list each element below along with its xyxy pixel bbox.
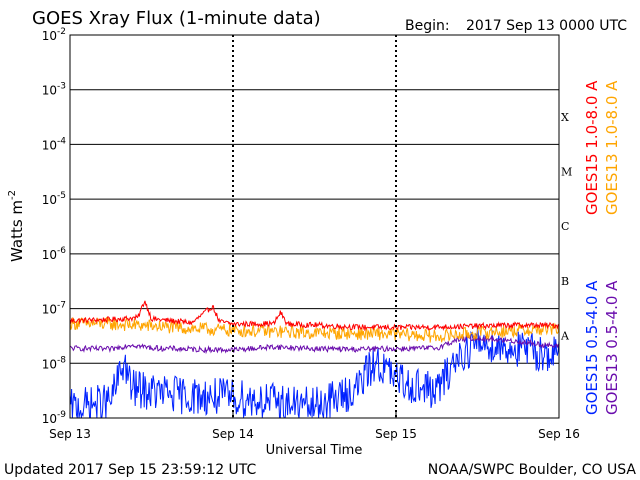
x-tick-label: Sep 13: [49, 427, 91, 441]
legend-entry: GOES15 1.0-8.0 A: [583, 80, 601, 215]
series-line-goes13-0-5-4-0-a: [70, 334, 560, 355]
legend-label: GOES15 0.5-4.0 A: [583, 280, 601, 415]
x-tick-label: Sep 14: [212, 427, 254, 441]
series-line-goes15-1-0-8-0-a: [69, 300, 560, 332]
y-tick-label: 10-7: [42, 301, 66, 317]
y-tick-label: 10-5: [42, 191, 66, 207]
flare-class-labels: A B C M X: [560, 111, 572, 343]
y-axis-label-group: Watts m-2: [7, 190, 26, 262]
begin-label: Begin:: [405, 18, 450, 34]
begin-value: 2017 Sep 13 0000 UTC: [466, 18, 627, 34]
flare-class-C: C: [561, 220, 569, 233]
legend-entry: GOES13 1.0-8.0 A: [603, 80, 621, 215]
legend-label: GOES13 0.5-4.0 A: [603, 280, 621, 415]
x-axis-label: Universal Time: [266, 443, 363, 458]
series-line-goes15-0-5-4-0-a: [69, 325, 560, 419]
y-tick-label: 10-6: [42, 246, 67, 262]
y-tick-label: 10-9: [42, 410, 67, 426]
y-axis-label-exponent: -2: [7, 190, 18, 200]
y-tick-label: 10-2: [42, 27, 66, 43]
legend-entry: GOES13 0.5-4.0 A: [603, 280, 621, 415]
x-tick-label: Sep 16: [538, 427, 580, 441]
flare-class-M: M: [561, 166, 572, 179]
day-separators: [232, 35, 397, 418]
plot-frame: [69, 34, 560, 419]
y-tick-label: 10-8: [42, 355, 67, 371]
x-tick-label: Sep 15: [375, 427, 417, 441]
series-layer: [69, 300, 560, 419]
legend-label: GOES15 1.0-8.0 A: [583, 80, 601, 215]
y-tick-label: 10-4: [42, 136, 67, 152]
x-tick-labels: Sep 13 Sep 14 Sep 15 Sep 16: [49, 412, 580, 441]
y-tick-label: 10-3: [42, 82, 66, 98]
series-legend: GOES15 1.0-8.0 A GOES13 1.0-8.0 A GOES15 0…: [583, 80, 621, 415]
legend-entry: GOES15 0.5-4.0 A: [583, 280, 601, 415]
series-line-goes13-1-0-8-0-a: [69, 316, 560, 343]
y-tick-labels: 10-9 10-8 10-7 10-6 10-5 10-4 10-3 10-2: [42, 27, 67, 426]
updated-timestamp: Updated 2017 Sep 15 23:59:12 UTC: [4, 462, 257, 478]
flare-class-A: A: [560, 330, 570, 343]
legend-label: GOES13 1.0-8.0 A: [603, 80, 621, 215]
flux-gridlines: [70, 89, 559, 364]
flare-class-X: X: [561, 111, 569, 124]
flare-class-B: B: [561, 275, 569, 288]
y-axis-label-text: Watts m: [8, 200, 26, 262]
credit-text: NOAA/SWPC Boulder, CO USA: [428, 462, 637, 478]
y-axis-label: Watts m-2: [7, 190, 26, 262]
chart-title: GOES Xray Flux (1-minute data): [32, 8, 321, 29]
